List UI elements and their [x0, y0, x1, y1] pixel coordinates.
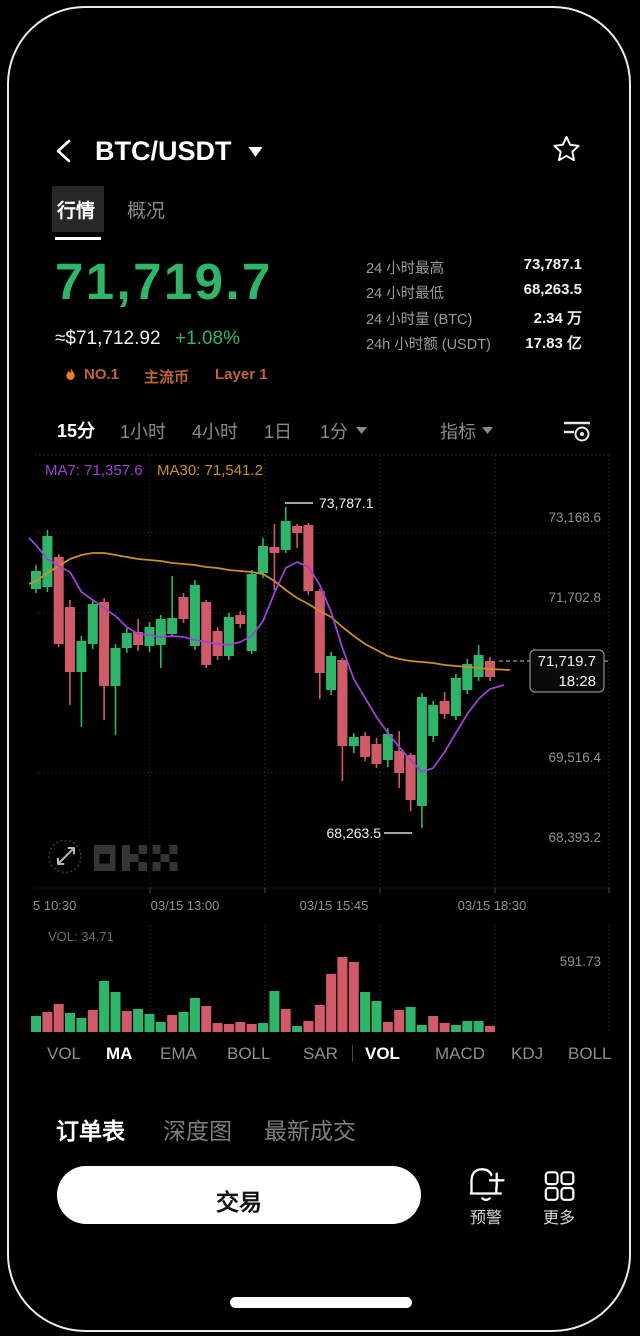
svg-text:71,719.7: 71,719.7 [538, 653, 596, 670]
svg-text:03/15 18:30: 03/15 18:30 [458, 898, 527, 913]
svg-text:MA30: 71,541.2: MA30: 71,541.2 [157, 462, 263, 479]
svg-text:68,393.2: 68,393.2 [548, 830, 601, 845]
svg-text:69,516.4: 69,516.4 [548, 750, 601, 765]
svg-text:591.73: 591.73 [560, 954, 601, 969]
svg-text:MA7: 71,357.6: MA7: 71,357.6 [45, 462, 143, 479]
svg-text:73,168.6: 73,168.6 [548, 510, 601, 525]
svg-text:5 10:30: 5 10:30 [33, 898, 76, 913]
svg-text:03/15 13:00: 03/15 13:00 [151, 898, 220, 913]
svg-text:71,702.8: 71,702.8 [548, 590, 601, 605]
svg-text:VOL: 34.71: VOL: 34.71 [48, 929, 114, 944]
svg-text:18:28: 18:28 [558, 673, 596, 690]
svg-text:03/15 15:45: 03/15 15:45 [300, 898, 369, 913]
svg-text:68,263.5: 68,263.5 [327, 825, 382, 841]
svg-text:73,787.1: 73,787.1 [319, 495, 374, 511]
